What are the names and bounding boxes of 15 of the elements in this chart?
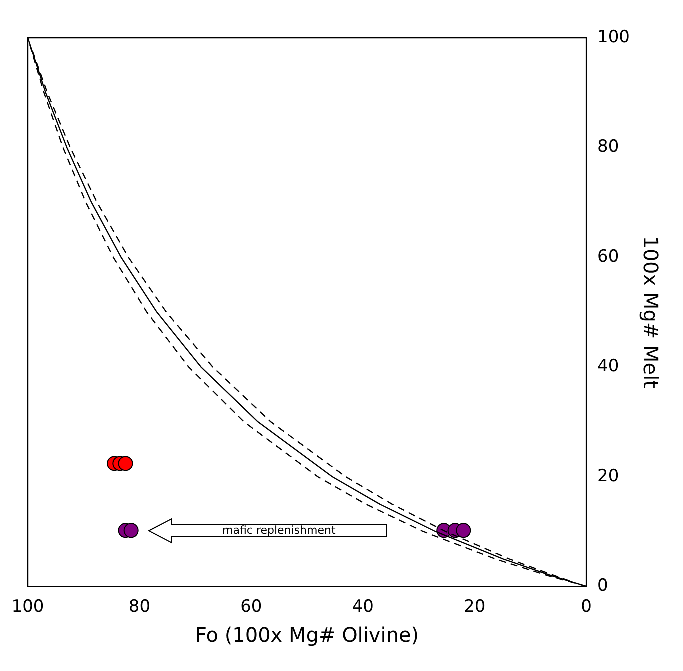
x-tick-label: 0 [581,597,592,618]
y-tick-label: 100 [598,27,630,48]
x-tick-label: 80 [128,597,151,618]
x-tick-label: 20 [464,597,486,618]
annotation: mafic replenishment [222,524,337,538]
x-tick-label: 100 [12,597,44,618]
y-tick-label: 60 [598,246,620,267]
y-axis-title: 100x Mg# Melt [638,236,663,389]
y-tick-label: 0 [598,576,608,596]
y-tick-label: 20 [598,466,620,486]
y-tick-label: 80 [598,137,620,158]
x-tick-label: 60 [240,597,262,618]
x-axis-title: Fo (100x Mg# Olivine) [195,623,420,648]
x-tick-label: 40 [352,597,374,618]
y-tick-label: 40 [598,356,620,377]
